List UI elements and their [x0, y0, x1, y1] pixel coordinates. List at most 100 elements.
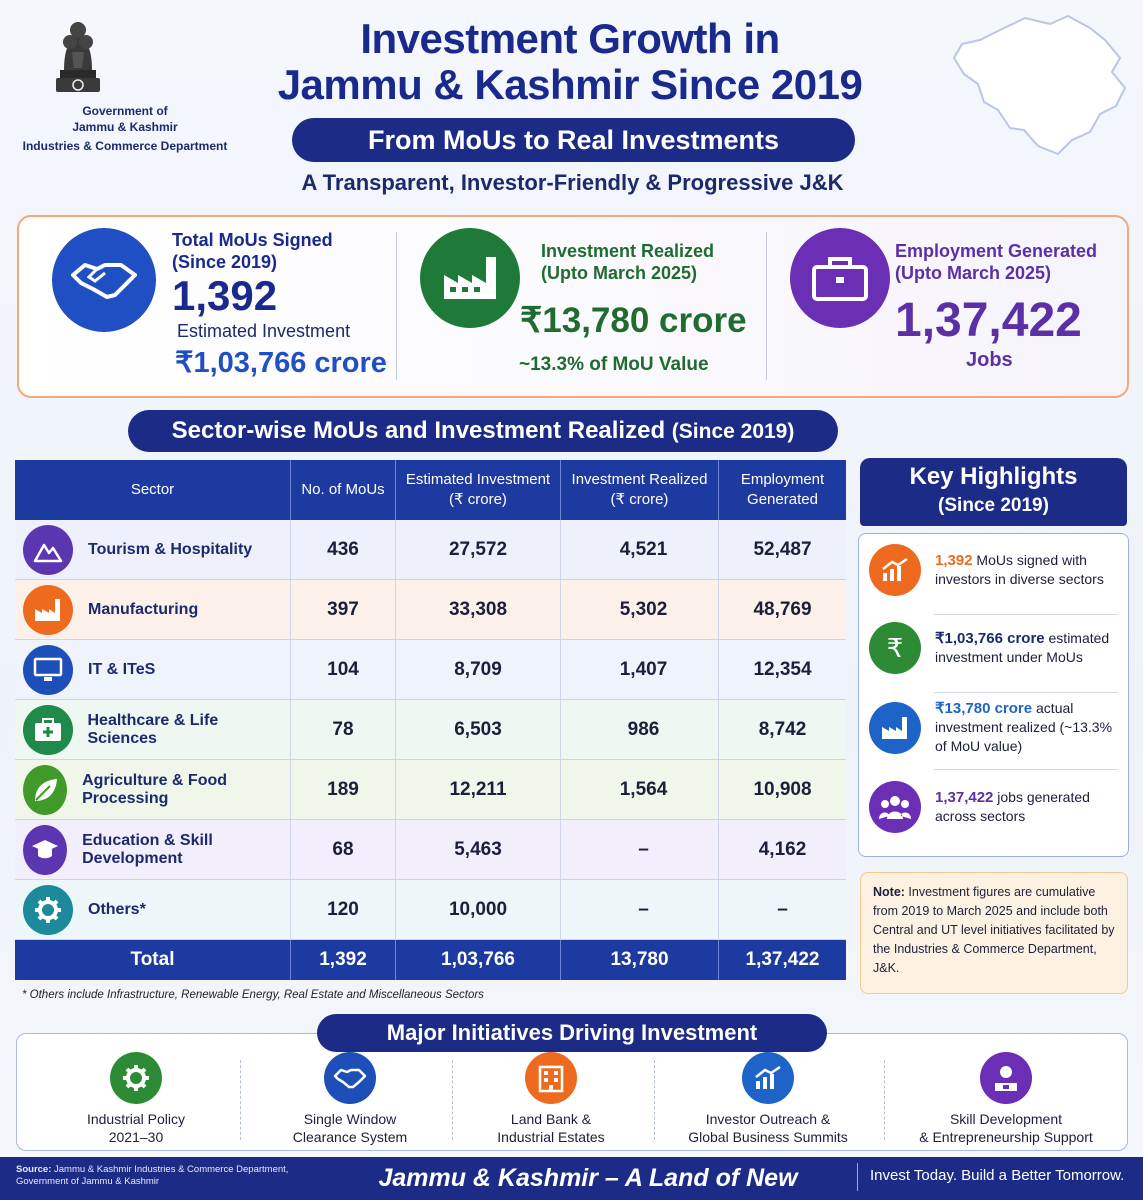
investment-label: Investment Realized (Upto March 2025)	[541, 240, 714, 284]
initiative-line2: Clearance System	[292, 1129, 408, 1145]
stat-divider	[396, 232, 397, 380]
sector-cell: Tourism & Hospitality	[15, 520, 291, 579]
employment-label-2: (Upto March 2025)	[895, 263, 1052, 283]
realized-cell: 1,564	[561, 760, 719, 819]
sector-table: Sector No. of MoUs Estimated Investment (…	[15, 460, 846, 980]
gear-icon	[23, 884, 73, 935]
estimated-investment-value: ₹1,03,766 crore	[175, 347, 387, 379]
initiative-line1: Industrial Policy	[86, 1111, 186, 1127]
key-highlights-box: 1,392 MoUs signed with investors in dive…	[858, 533, 1129, 857]
estimated-cell: 6,503	[396, 700, 561, 759]
table-row: Tourism & Hospitality 436 27,572 4,521 5…	[15, 520, 846, 580]
sector-name: IT & ITeS	[88, 660, 156, 678]
table-body: Tourism & Hospitality 436 27,572 4,521 5…	[15, 520, 846, 940]
estimated-investment-label: Estimated Investment	[177, 321, 351, 341]
sector-section-title: Sector-wise MoUs and Investment Realized…	[128, 410, 838, 452]
initiative-item: Single Window Clearance System	[245, 1052, 455, 1146]
table-total-row: Total 1,392 1,03,766 13,780 1,37,422	[15, 940, 846, 980]
mous-cell: 189	[291, 760, 396, 819]
initiative-line1: Skill Development	[949, 1111, 1063, 1127]
table-row: Healthcare & Life Sciences 78 6,503 986 …	[15, 700, 846, 760]
sector-name: Tourism & Hospitality	[88, 540, 253, 558]
highlight-strong: ₹1,03,766 crore	[935, 630, 1045, 647]
initiative-line1: Land Bank &	[510, 1111, 592, 1127]
estimated-cell: 27,572	[396, 520, 561, 579]
sector-name: Healthcare & Life Sciences	[87, 711, 219, 747]
table-footnote: * Others include Infrastructure, Renewab…	[22, 989, 484, 1001]
col-realized: Investment Realized (₹ crore)	[561, 460, 719, 520]
sector-cell: Education & Skill Development	[15, 820, 291, 879]
highlight-text: ₹13,780 crore actual investment realized…	[935, 699, 1121, 756]
initiative-divider	[452, 1060, 453, 1140]
sector-title-main: Sector-wise MoUs and Investment Realized	[171, 417, 666, 444]
source-body: Jammu & Kashmir Industries & Commerce De…	[16, 1164, 289, 1187]
initiative-item: Investor Outreach & Global Business Summ…	[663, 1052, 873, 1146]
highlight-item: 1,392 MoUs signed with investors in dive…	[869, 544, 1121, 596]
highlight-body: estimated investment under MoUs	[935, 630, 1110, 665]
estimated-cell: 33,308	[396, 580, 561, 639]
page-title: Investment Growth in Jammu & Kashmir Sin…	[200, 16, 940, 108]
mous-label-2: (Since 2019)	[172, 252, 278, 272]
highlight-divider	[934, 769, 1118, 770]
initiative-divider	[654, 1060, 655, 1140]
initiative-divider	[884, 1060, 885, 1140]
table-row: Others* 120 10,000 – –	[15, 880, 846, 940]
sector-cell: Others*	[15, 880, 291, 939]
realized-cell: –	[561, 880, 719, 939]
col-estimated-line2: (₹ crore)	[449, 491, 507, 508]
mous-cell: 397	[291, 580, 396, 639]
highlight-strong: 1,37,422	[935, 789, 994, 806]
title-line-2: Jammu & Kashmir Since 2019	[277, 61, 863, 108]
building-icon	[525, 1052, 577, 1104]
total-realized: 13,780	[561, 940, 719, 980]
gov-line-2: Jammu & Kashmir	[72, 120, 178, 134]
investment-label-2: (Upto March 2025)	[541, 263, 698, 283]
estimated-cell: 8,709	[396, 640, 561, 699]
jk-map-icon	[952, 14, 1127, 156]
col-estimated-line1: Estimated Investment	[405, 471, 551, 488]
table-row: Education & Skill Development 68 5,463 –…	[15, 820, 846, 880]
employment-cell: 12,354	[753, 658, 812, 680]
tagline: A Transparent, Investor-Friendly & Progr…	[301, 170, 844, 195]
sector-cell: IT & ITeS	[15, 640, 291, 699]
people-icon	[869, 781, 921, 833]
realized-cell: 4,521	[561, 520, 719, 579]
employment-label: Employment Generated (Upto March 2025)	[895, 240, 1097, 284]
medical-kit-icon	[23, 704, 73, 755]
highlight-item: ₹ ₹1,03,766 crore estimated investment u…	[869, 622, 1121, 674]
mous-cell: 436	[291, 520, 396, 579]
note-box: Note: Investment figures are cumulative …	[860, 872, 1128, 994]
estimated-cell: 10,000	[396, 880, 561, 939]
national-emblem-icon	[56, 22, 100, 92]
initiative-line2: 2021–30	[108, 1129, 164, 1145]
col-realized-line1: Investment Realized	[571, 471, 708, 488]
initiative-item: Land Bank & Industrial Estates	[446, 1052, 656, 1146]
highlight-body: MoUs signed with investors in diverse se…	[935, 552, 1104, 587]
realized-cell: –	[561, 820, 719, 879]
employment-cell: 8,742	[758, 718, 807, 740]
factory-icon	[869, 701, 921, 754]
initiative-line2: & Entrepreneurship Support	[919, 1129, 1093, 1145]
highlight-divider	[934, 614, 1118, 615]
initiative-item: Skill Development & Entrepreneurship Sup…	[901, 1052, 1111, 1146]
table-row: Agriculture & Food Processing 189 12,211…	[15, 760, 846, 820]
mous-cell: 68	[291, 820, 396, 879]
table-header: Sector No. of MoUs Estimated Investment (…	[15, 460, 846, 520]
highlight-body: jobs generated across sectors	[935, 789, 1090, 824]
investment-percent: ~13.3% of MoU Value	[519, 354, 709, 375]
realized-cell: 1,407	[561, 640, 719, 699]
total-label: Total	[15, 940, 291, 980]
graduation-cap-icon	[23, 824, 68, 875]
col-mous: No. of MoUs	[291, 460, 396, 520]
highlight-body: actual investment realized (~13.3% of Mo…	[935, 700, 1113, 754]
mous-cell: 104	[291, 640, 396, 699]
col-employment-line2: Generated	[747, 491, 818, 508]
sector-cell: Manufacturing	[15, 580, 291, 639]
investment-value: ₹13,780 crore	[520, 301, 747, 340]
source-label: Source:	[16, 1164, 52, 1175]
gov-line-1: Government of	[82, 104, 168, 118]
growth-chart-icon	[869, 544, 921, 596]
factory-icon	[23, 584, 73, 635]
employment-cell: –	[777, 898, 788, 920]
key-highlights-title: Key Highlights	[909, 463, 1078, 490]
